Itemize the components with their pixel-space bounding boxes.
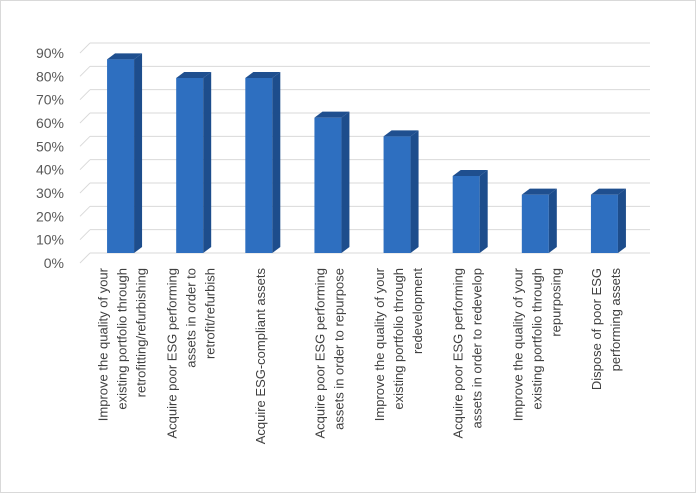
y-tick-label: 40% — [36, 162, 64, 178]
bar-front — [590, 194, 618, 253]
category-label-line: Improve the quality of your — [372, 267, 387, 421]
bar-top — [245, 72, 281, 78]
y-tick-label: 90% — [36, 45, 64, 61]
category-label-line: redevelopment — [410, 268, 425, 354]
bar-top — [176, 72, 212, 78]
y-tick-label: 10% — [36, 232, 64, 248]
bar-top — [107, 53, 143, 60]
bar-side — [272, 72, 281, 253]
y-tick-label: 70% — [36, 92, 64, 108]
gridline-edge — [79, 112, 91, 124]
bar-front — [245, 78, 273, 253]
category-label-line: Dispose of poor ESG — [589, 268, 604, 390]
bar-side — [548, 188, 557, 253]
category-label: Dispose of poor ESG performing assets — [589, 268, 623, 391]
y-tick-label: 50% — [36, 138, 64, 154]
bar-top — [521, 188, 557, 195]
category-label: Acquire poor ESG performing assets in ord… — [165, 268, 218, 439]
gridline-edge — [79, 65, 91, 77]
bar-side — [617, 188, 626, 253]
bar-side — [134, 53, 143, 254]
bar-front — [176, 78, 204, 253]
category-label-line: Improve the quality of your — [96, 267, 111, 421]
category-label-line: Improve the quality of your — [510, 267, 525, 421]
category-label-line: existing portfolio through — [115, 268, 130, 410]
category-label-line: Acquire poor ESG performing — [165, 268, 180, 439]
gridline-edge — [79, 42, 91, 54]
bar-front — [452, 176, 480, 253]
bar-top — [590, 188, 626, 195]
bar-top — [314, 111, 350, 118]
category-label-line: performing assets — [608, 268, 623, 372]
bar-top — [383, 130, 419, 137]
bar-side — [410, 130, 419, 253]
gridline-edge — [79, 135, 91, 147]
gridline-edge — [79, 182, 91, 194]
category-label-line: existing portfolio through — [391, 268, 406, 410]
category-label-line: retrofitting/refurbishing — [134, 268, 149, 397]
bar-side — [341, 111, 350, 254]
gridline-edge — [79, 159, 91, 171]
bar-side — [203, 72, 212, 253]
bar-front — [107, 59, 135, 254]
category-label: Acquire poor ESG performing assets in ord… — [312, 268, 346, 439]
category-label-line: repurposing — [548, 268, 563, 337]
bar-top — [452, 170, 488, 176]
category-label: Improve the quality of your existing port… — [510, 267, 563, 421]
bar-front — [314, 117, 342, 254]
gridline-edge — [79, 252, 91, 264]
gridline-edge — [79, 89, 91, 101]
category-label-line: existing portfolio through — [529, 268, 544, 410]
category-label-line: assets in order to — [184, 268, 199, 368]
category-label-line: assets in order to redevelop — [470, 268, 485, 428]
gridline-edge — [79, 205, 91, 217]
category-label: Improve the quality of your existing port… — [96, 267, 149, 421]
category-label-line: Acquire ESG-compliant assets — [253, 268, 268, 445]
category-label-line: assets in order to repurpose — [331, 268, 346, 430]
bar-side — [479, 170, 488, 253]
y-tick-label: 20% — [36, 208, 64, 224]
category-label: Acquire poor ESG performing assets in ord… — [451, 268, 485, 439]
category-label: Acquire ESG-compliant assets — [253, 268, 268, 445]
bar-front — [521, 194, 549, 253]
bar-front — [383, 136, 411, 253]
category-label-line: retrofit/refurbish — [203, 268, 218, 359]
y-tick-label: 0% — [44, 255, 64, 271]
category-label-line: Acquire poor ESG performing — [312, 268, 327, 439]
y-tick-label: 80% — [36, 68, 64, 84]
y-tick-label: 60% — [36, 115, 64, 131]
category-label-line: Acquire poor ESG performing — [451, 268, 466, 439]
gridline-edge — [79, 229, 91, 241]
category-label: Improve the quality of your existing port… — [372, 267, 425, 421]
y-tick-label: 30% — [36, 185, 64, 201]
